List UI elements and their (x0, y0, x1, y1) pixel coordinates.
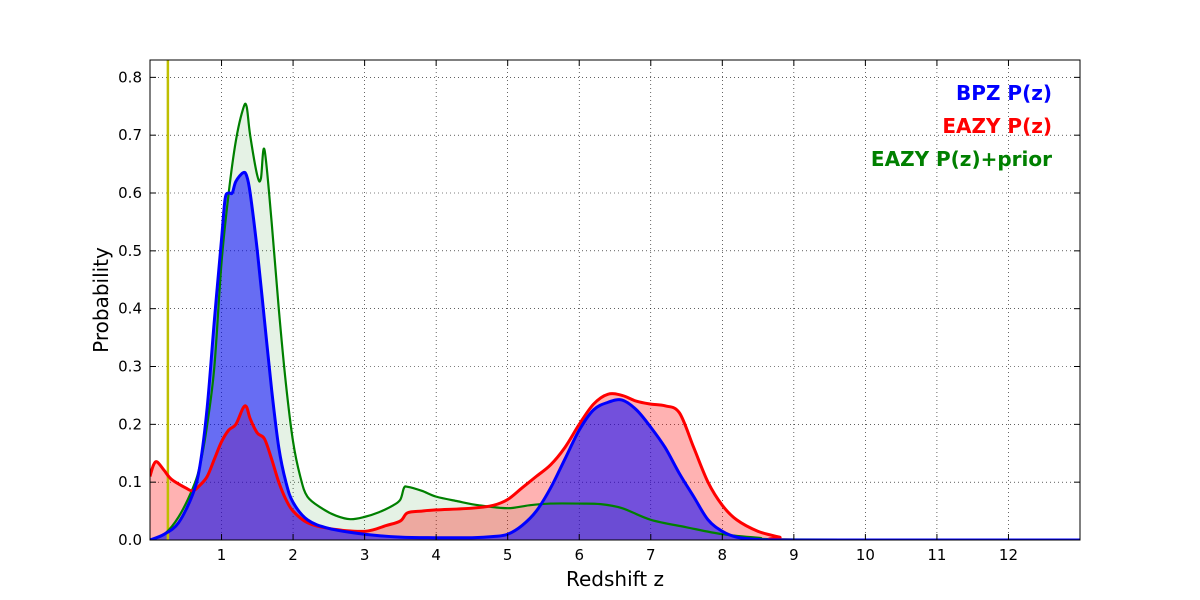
legend-entry: EAZY P(z)+prior (871, 147, 1052, 171)
x-tick-label: 11 (927, 546, 946, 564)
x-tick-label: 5 (503, 546, 513, 564)
x-tick-label: 9 (789, 546, 799, 564)
x-tick-label: 2 (288, 546, 298, 564)
axis-ticks (150, 60, 1080, 541)
series-line-0 (150, 170, 1080, 540)
series-fill-0 (150, 172, 1080, 540)
series-fills (150, 103, 1080, 540)
y-tick-label: 0.5 (118, 242, 142, 260)
y-tick-label: 0.6 (118, 184, 142, 202)
y-tick-label: 0.8 (118, 68, 142, 86)
series-lines (150, 102, 1080, 540)
x-tick-label: 8 (718, 546, 728, 564)
y-tick-labels: 0.0 0.1 0.2 0.3 0.4 0.5 0.6 0.7 0.8 (118, 68, 142, 549)
x-tick-label: 12 (999, 546, 1018, 564)
x-tick-label: 10 (856, 546, 875, 564)
legend-entry: BPZ P(z) (956, 81, 1052, 105)
legend-entry: EAZY P(z) (942, 114, 1052, 138)
y-tick-label: 0.0 (118, 531, 142, 549)
x-tick-label: 4 (431, 546, 441, 564)
x-tick-label: 6 (574, 546, 584, 564)
x-tick-label: 3 (360, 546, 370, 564)
x-tick-label: 7 (646, 546, 656, 564)
y-tick-label: 0.4 (118, 300, 142, 318)
grid (150, 60, 1080, 541)
x-axis-label: Redshift z (566, 567, 664, 591)
series-line-1 (150, 392, 1080, 540)
plot-frame (149, 59, 1081, 541)
legend: BPZ P(z) EAZY P(z) EAZY P(z)+prior (871, 81, 1052, 171)
x-tick-labels: 1 2 3 4 5 6 7 8 9 10 11 12 (217, 546, 1018, 564)
y-tick-label: 0.1 (118, 473, 142, 491)
y-tick-label: 0.7 (118, 126, 142, 144)
y-tick-label: 0.2 (118, 415, 142, 433)
x-tick-label: 1 (217, 546, 227, 564)
y-tick-label: 0.3 (118, 358, 142, 376)
series-line-2 (150, 102, 1080, 540)
y-axis-label: Probability (89, 247, 113, 353)
